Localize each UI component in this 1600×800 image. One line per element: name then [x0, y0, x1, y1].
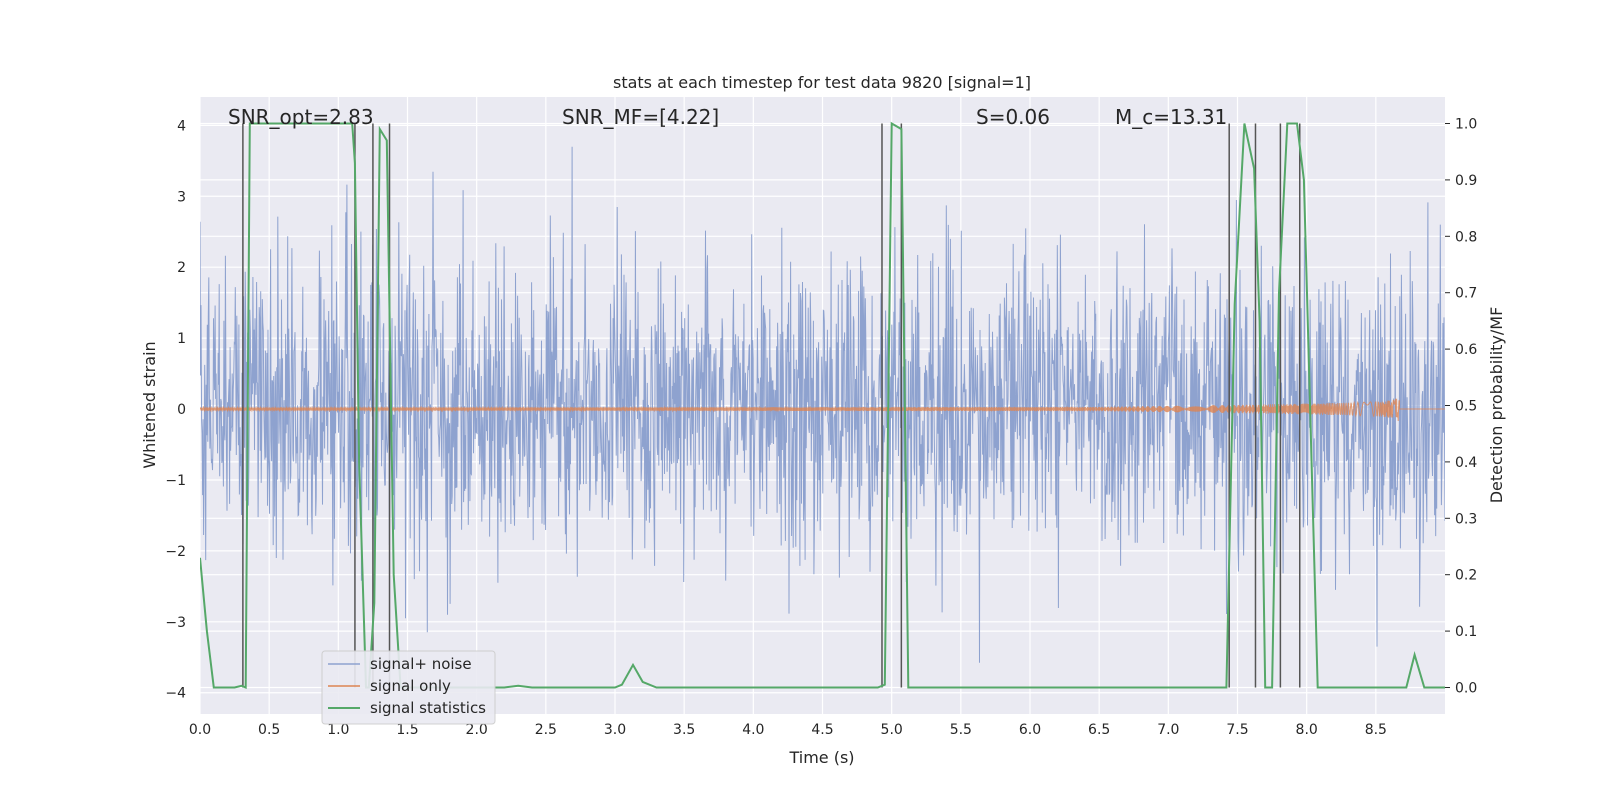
y-right-tick-label: 0.6 — [1455, 342, 1477, 358]
y-right-tick-label: 0.4 — [1455, 455, 1477, 471]
series-signal-statistics — [200, 121, 1445, 689]
y-left-axis-ticks: −4 −3 −2 −1 0 1 2 3 4 — [165, 118, 186, 701]
y-right-tick-label: 0.2 — [1455, 568, 1477, 584]
y-right-tick-label: 0.0 — [1455, 680, 1477, 696]
x-tick-label: 7.0 — [1157, 722, 1179, 738]
y-right-tick-label: 0.5 — [1455, 399, 1477, 415]
series-signal-only — [200, 398, 1445, 422]
legend-label-noise: signal+ noise — [370, 655, 472, 673]
x-tick-label: 3.5 — [673, 722, 695, 738]
y-left-tick-label: 1 — [177, 331, 186, 347]
x-axis-ticks: 0.0 0.5 1.0 1.5 2.0 2.5 3.0 3.5 4.0 4.5 5.0 5.5 6.0 6… — [189, 722, 1387, 738]
x-tick-label: 5.5 — [950, 722, 972, 738]
annotation-snr-mf: SNR_MF=[4.22] — [562, 105, 719, 129]
y-right-axis-ticks: 0.0 0.1 0.2 0.3 0.4 0.5 0.6 0.7 0.8 0.9 1.0 — [1445, 117, 1477, 696]
x-axis-label: Time (s) — [788, 748, 854, 767]
x-tick-label: 5.0 — [881, 722, 903, 738]
y-right-tick-label: 0.8 — [1455, 229, 1477, 245]
y-right-tick-label: 0.9 — [1455, 173, 1477, 189]
y-left-tick-label: 0 — [177, 402, 186, 418]
y-left-tick-label: −2 — [165, 544, 186, 560]
series-signal-plus-noise — [200, 146, 1445, 663]
x-tick-label: 2.5 — [535, 722, 557, 738]
x-tick-label: 2.0 — [466, 722, 488, 738]
detection-markers — [242, 123, 1301, 688]
x-tick-label: 0.0 — [189, 722, 211, 738]
y-right-tick-label: 0.1 — [1455, 624, 1477, 640]
annotation-mc: M_c=13.31 — [1115, 105, 1227, 129]
y-left-tick-label: −4 — [165, 686, 186, 702]
y-left-tick-label: 3 — [177, 189, 186, 205]
y-left-tick-label: −3 — [165, 615, 186, 631]
x-tick-label: 0.5 — [258, 722, 280, 738]
x-tick-label: 4.5 — [811, 722, 833, 738]
y-left-tick-label: 2 — [177, 260, 186, 276]
x-tick-label: 4.0 — [742, 722, 764, 738]
y-left-axis-label: Whitened strain — [140, 341, 159, 468]
y-left-tick-label: −1 — [165, 473, 186, 489]
x-tick-label: 6.5 — [1088, 722, 1110, 738]
x-tick-label: 7.5 — [1226, 722, 1248, 738]
x-tick-label: 1.5 — [396, 722, 418, 738]
legend-box — [321, 650, 496, 725]
y-right-tick-label: 1.0 — [1455, 117, 1477, 133]
y-left-tick-label: 4 — [177, 118, 186, 134]
x-tick-label: 8.0 — [1296, 722, 1318, 738]
annotation-snr-opt: SNR_opt=2.83 — [228, 105, 374, 129]
x-tick-label: 1.0 — [327, 722, 349, 738]
annotation-s: S=0.06 — [976, 105, 1050, 129]
legend-label-signal: signal only — [370, 677, 451, 695]
x-tick-label: 6.0 — [1019, 722, 1041, 738]
x-tick-label: 8.5 — [1365, 722, 1387, 738]
legend: signal+ noise signal only signal statist… — [321, 650, 496, 725]
y-right-axis-label: Detection probability/MF — [1487, 307, 1506, 504]
y-right-tick-label: 0.7 — [1455, 286, 1477, 302]
x-tick-label: 3.0 — [604, 722, 626, 738]
y-right-tick-label: 0.3 — [1455, 511, 1477, 527]
chart-title: stats at each timestep for test data 982… — [613, 73, 1031, 92]
legend-label-stats: signal statistics — [370, 699, 486, 717]
